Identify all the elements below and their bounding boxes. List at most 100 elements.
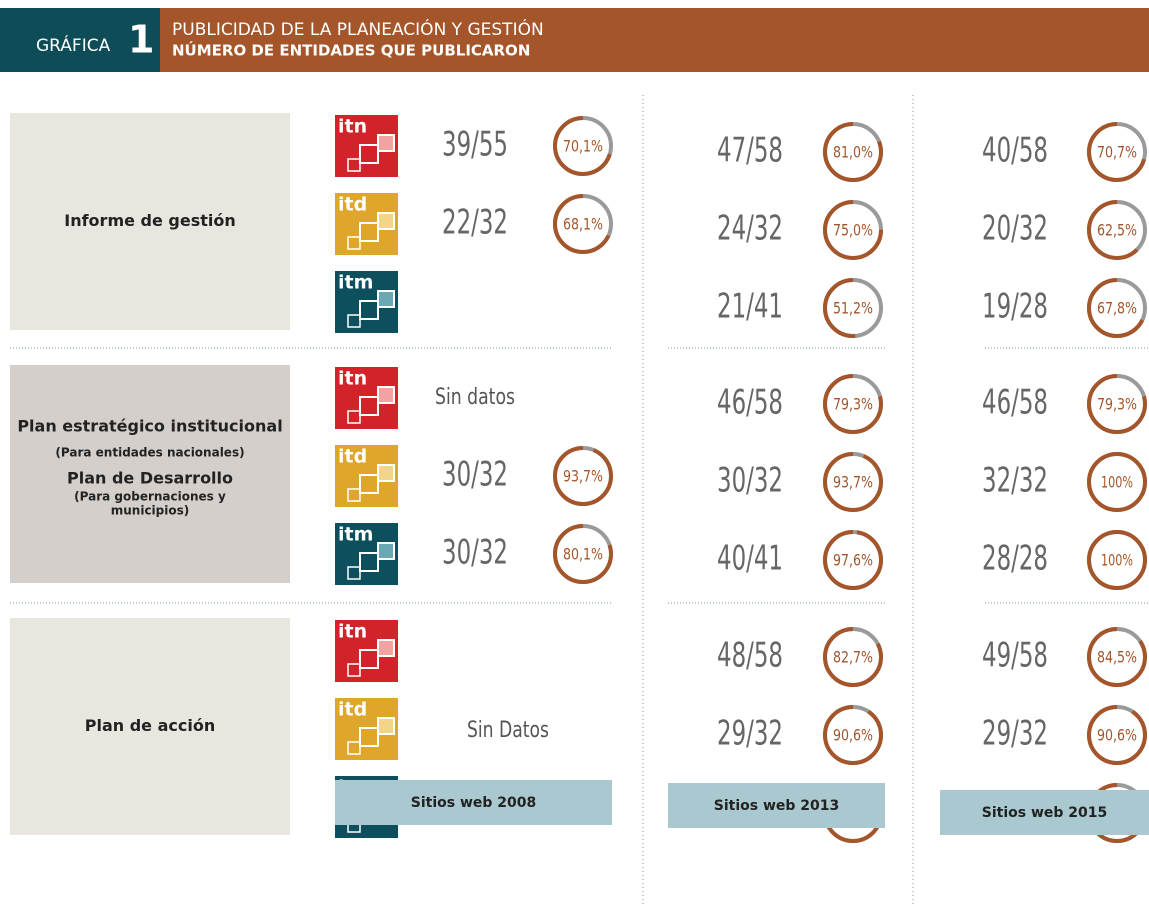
donut-label: 79,3% <box>1097 395 1137 414</box>
donut-arc <box>553 116 613 176</box>
icon-label: itm <box>338 524 373 546</box>
fraction: 24/32 <box>717 209 783 249</box>
fraction: 47/58 <box>717 131 783 171</box>
icon: itd <box>335 193 398 255</box>
group-label: Plan de acción <box>85 716 215 735</box>
icon-square <box>359 222 379 242</box>
icon: itn <box>335 115 398 177</box>
icon-square <box>347 741 361 755</box>
fraction: 30/32 <box>442 533 508 573</box>
fraction: 32/32 <box>982 461 1048 501</box>
icon-square <box>359 474 379 494</box>
no-data: Sin datos <box>435 385 515 410</box>
icon-label: itn <box>338 621 367 643</box>
donut-label: 62,5% <box>1097 221 1137 240</box>
donut-arc <box>1087 530 1147 590</box>
donut-label: 79,3% <box>833 395 873 414</box>
group-label: (Para entidades nacionales) <box>55 446 244 460</box>
icon-square <box>377 386 395 404</box>
icon: itm <box>335 271 398 333</box>
fraction: 39/55 <box>442 125 508 165</box>
donut-label: 68,1% <box>563 215 603 234</box>
icon-square <box>347 566 361 580</box>
fraction: 30/32 <box>717 461 783 501</box>
donut-label: 93,7% <box>563 467 603 486</box>
donut-arc <box>1087 627 1147 687</box>
icon-square <box>377 639 395 657</box>
icon-square <box>359 144 379 164</box>
donut-arc <box>823 452 883 512</box>
icon-label: itd <box>338 699 367 721</box>
icon-label: itd <box>338 194 367 216</box>
group-label: Plan estratégico institucional <box>17 417 282 436</box>
group-label: municipios) <box>111 504 190 518</box>
icon: itd <box>335 698 398 760</box>
icon-square <box>377 134 395 152</box>
no-data: Sin Datos <box>467 718 549 743</box>
donut-label: 70,1% <box>563 137 603 156</box>
donut-label: 90,6% <box>833 726 873 745</box>
header-label: GRÁFICA <box>36 34 111 56</box>
column-footer <box>668 783 885 828</box>
icon-square <box>347 314 361 328</box>
fraction: 22/32 <box>442 203 508 243</box>
icon: itm <box>335 523 398 585</box>
fraction: 46/58 <box>717 383 783 423</box>
donut-label: 90,6% <box>1097 726 1137 745</box>
donut-label: 93,7% <box>833 473 873 492</box>
icon-square <box>359 552 379 572</box>
donut-label: 81,0% <box>833 143 873 162</box>
header-bar <box>160 8 1149 72</box>
group-label: Informe de gestión <box>64 211 236 230</box>
header-subtitle: NÚMERO DE ENTIDADES QUE PUBLICARON <box>172 41 530 60</box>
column-footer <box>335 780 612 825</box>
donut-label: 80,1% <box>563 545 603 564</box>
donut-label: 75,0% <box>833 221 873 240</box>
fraction: 19/28 <box>982 287 1048 327</box>
donut-arc <box>1087 705 1147 765</box>
column-footer-label: Sitios web 2015 <box>982 805 1108 821</box>
donut-label: 100% <box>1101 473 1133 492</box>
donut-arc <box>823 200 883 260</box>
fraction: 46/58 <box>982 383 1048 423</box>
donut-arc <box>553 194 613 254</box>
donut-arc <box>1087 374 1147 434</box>
group-label-box <box>10 618 290 835</box>
donut-arc <box>1087 452 1147 512</box>
donut-label: 70,7% <box>1097 143 1137 162</box>
donut-arc <box>553 446 613 506</box>
icon-square <box>359 396 379 416</box>
header-number: 1 <box>128 18 154 62</box>
header-badge <box>0 8 160 72</box>
group-label: Plan de Desarrollo <box>67 469 233 488</box>
donut-arc <box>1087 278 1147 338</box>
donut-arc <box>553 524 613 584</box>
fraction: 49/58 <box>982 636 1048 676</box>
group-label-box <box>10 113 290 330</box>
icon-label: itm <box>338 272 373 294</box>
donut-arc <box>823 530 883 590</box>
donut-label: 97,6% <box>833 551 873 570</box>
fraction: 20/32 <box>982 209 1048 249</box>
icon-label: itd <box>338 446 367 468</box>
icon: itd <box>335 445 398 507</box>
fraction: 29/32 <box>982 714 1048 754</box>
column-footer-label: Sitios web 2013 <box>714 798 840 814</box>
row-dividers <box>10 347 1149 604</box>
fraction: 48/58 <box>717 636 783 676</box>
donut-arc <box>1087 200 1147 260</box>
donut-label: 67,8% <box>1097 299 1137 318</box>
icon: itn <box>335 367 398 429</box>
donut-label: 82,7% <box>833 648 873 667</box>
icon-square <box>347 236 361 250</box>
column-footer-label: Sitios web 2008 <box>411 795 537 811</box>
icon-square <box>359 649 379 669</box>
icon-label: itn <box>338 116 367 138</box>
icon-label: itn <box>338 368 367 390</box>
icon-square <box>347 663 361 677</box>
icon-square <box>377 542 395 560</box>
icon: itn <box>335 620 398 682</box>
icon-square <box>377 717 395 735</box>
donut-label: 100% <box>1101 551 1133 570</box>
